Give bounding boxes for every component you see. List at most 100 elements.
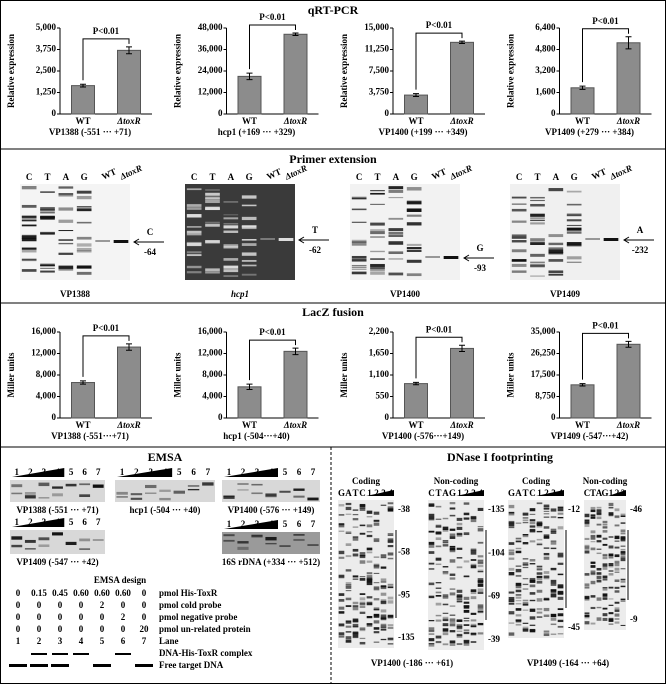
gel-band (456, 589, 463, 593)
gel-band (543, 556, 550, 560)
gel-band (620, 550, 626, 554)
gel-band (620, 585, 626, 588)
y-tick-label: 15,000 (364, 22, 389, 32)
lane-label: 1 (120, 467, 125, 477)
gel-band (620, 515, 626, 517)
gel-band (21, 259, 37, 262)
gel-band (614, 590, 620, 593)
gel-band (508, 567, 515, 571)
table-cell: 0 (142, 612, 147, 622)
gel-band (584, 583, 590, 587)
lane-label: WT (100, 166, 118, 181)
y-tick-label: 1,650 (369, 348, 390, 358)
gel-band (406, 214, 422, 217)
gel-band (223, 495, 235, 498)
position-label: -95 (398, 589, 410, 599)
gel-band (345, 531, 352, 534)
gel-band (608, 604, 614, 606)
bar (616, 42, 641, 115)
gel-band (449, 592, 456, 596)
gel-band (463, 601, 470, 604)
gel-band (449, 577, 456, 580)
x-tick-label: ΔtoxR (449, 420, 473, 430)
gel-band (351, 266, 367, 269)
band-symbol (51, 664, 69, 667)
gel-band (530, 222, 545, 225)
gel-band (366, 551, 373, 554)
gel-band (223, 534, 235, 537)
gel-band (543, 510, 550, 512)
gel-band (449, 573, 456, 576)
gel-band (205, 240, 220, 244)
y-tick-label: 3,200 (535, 65, 556, 75)
gel-band (508, 612, 515, 615)
gel-band (58, 207, 74, 211)
gel-band (76, 208, 92, 212)
gel-band (596, 540, 602, 542)
gel-band (543, 534, 550, 536)
y-tick-label: 24,000 (198, 65, 223, 75)
x-tick-label: WT (575, 116, 590, 126)
gel-band (237, 489, 249, 491)
gel-band (223, 258, 239, 261)
lane-label: 5 (69, 467, 74, 477)
gel-band (596, 506, 602, 509)
bar (237, 386, 262, 419)
gel-band (223, 244, 239, 247)
gel-band (590, 580, 596, 585)
gel-band (351, 242, 367, 246)
gel-band (338, 635, 345, 637)
lane-label: C (191, 172, 198, 182)
table-cell: 0 (142, 588, 147, 598)
gel-band (508, 520, 515, 525)
gel-band (522, 534, 529, 538)
gel-band (223, 265, 239, 269)
gel-band (58, 239, 74, 241)
gel-band (543, 547, 550, 550)
x-tick-label: ΔtoxR (116, 420, 140, 430)
gel-band (345, 605, 352, 608)
gel-band (428, 582, 435, 586)
gel-band (387, 596, 394, 600)
gel-band (508, 504, 515, 509)
gel-band (251, 536, 263, 538)
y-tick-label: 3,750 (36, 44, 57, 54)
gel-band (456, 517, 463, 521)
gel-band (370, 229, 385, 231)
gel-band (470, 548, 477, 550)
gel-band (508, 632, 515, 636)
gel-band (435, 614, 442, 617)
gel-band (470, 515, 477, 520)
gel-band (620, 557, 626, 562)
gel-band (477, 569, 484, 573)
gel-band (536, 526, 543, 528)
gel-band (373, 522, 380, 526)
y-tick-label: 12,000 (198, 87, 223, 97)
gel-band (602, 556, 608, 560)
gel-band (470, 549, 477, 551)
gel-band (515, 623, 522, 626)
gel-band (38, 482, 50, 487)
error-bar (80, 83, 86, 88)
row-label: pmol His-ToxR (159, 588, 218, 598)
gel-band (515, 608, 522, 610)
gel-band (449, 621, 456, 624)
gel-band (260, 238, 275, 240)
y-tick-label: 0 (551, 412, 556, 422)
gel-band (550, 591, 557, 595)
gel-band (352, 548, 359, 552)
gel-band (557, 526, 564, 530)
gel-band (366, 572, 373, 575)
lane-label: T (374, 172, 380, 182)
gel-band (449, 507, 456, 510)
gel-band (435, 591, 442, 594)
lane-label: 4 (163, 467, 168, 477)
gel-band (241, 243, 257, 246)
gel-band (79, 548, 91, 550)
gel-band (566, 227, 582, 231)
gel-band (470, 591, 477, 595)
gel-band (596, 541, 602, 543)
y-tick-label: 2,500 (36, 65, 57, 75)
gel-band (223, 269, 239, 273)
gel-band (602, 566, 608, 570)
